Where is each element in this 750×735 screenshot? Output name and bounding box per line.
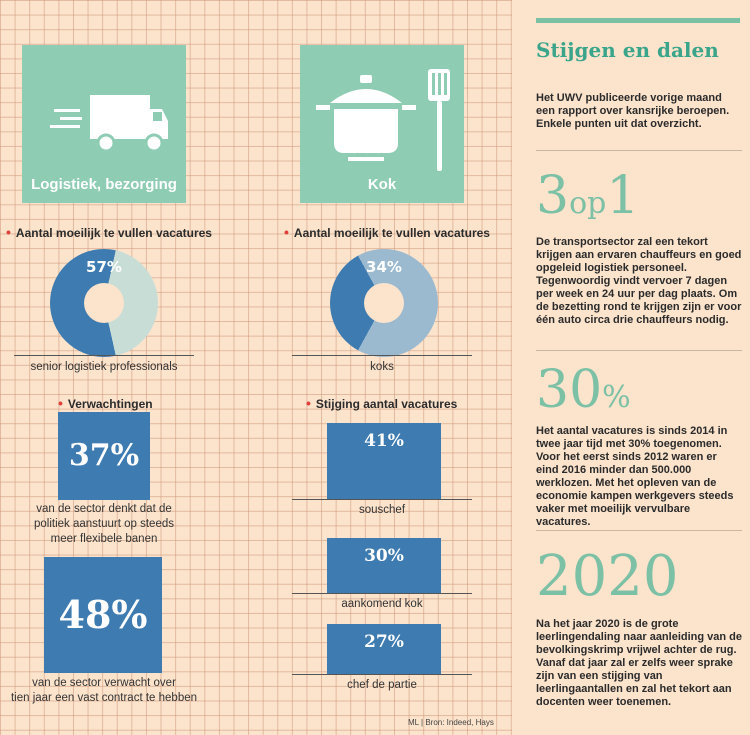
sidebar-accent-bar <box>536 18 740 23</box>
logistics-donut-caption: senior logistiek professionals <box>30 361 178 373</box>
cooking-pot-icon <box>316 69 450 171</box>
stat-37-caption: van de sector denkt dat de politiek aans… <box>33 503 174 545</box>
fact-3-op-1: 3op1 <box>536 166 640 226</box>
cook-tile: Kok <box>300 45 464 203</box>
left-donut-heading: • Aantal moeilijk te vullen vacatures <box>6 224 212 240</box>
bar-aankomend-kok-label: aankomend kok <box>341 598 423 610</box>
divider <box>292 674 472 675</box>
cook-donut-chart: 34% <box>330 249 438 357</box>
divider <box>292 355 472 356</box>
bar-aankomend-kok-value: 30% <box>364 546 404 566</box>
bar-souschef: 41% <box>327 423 441 499</box>
middle-donut-heading: • Aantal moeilijk te vullen vacatures <box>284 224 490 240</box>
rise-heading: • Stijging aantal vacatures <box>306 395 458 411</box>
fact-2020: 2020 <box>536 544 679 609</box>
cook-donut-caption: koks <box>370 361 394 373</box>
stat-37-box: 37% <box>58 412 150 500</box>
stat-48-box: 48% <box>44 557 162 673</box>
cook-donut-percentage: 34% <box>366 258 402 276</box>
divider <box>536 350 742 351</box>
bullet-icon: • <box>306 395 311 411</box>
fact-30-percent: 30% <box>536 360 631 420</box>
bar-souschef-value: 41% <box>364 431 404 451</box>
fact-30-percent-text: Het aantal vacatures is sinds 2014 in tw… <box>536 425 734 528</box>
bar-aankomend-kok: 30% <box>327 538 441 593</box>
divider <box>536 530 742 531</box>
truck-icon <box>50 95 168 153</box>
fact-3-op-1-text: De transportsector zal een tekort krijge… <box>536 236 742 326</box>
divider <box>292 499 472 500</box>
bar-souschef-label: souschef <box>358 504 406 516</box>
bar-chef-de-partie-value: 27% <box>364 632 404 652</box>
bar-chef-de-partie: 27% <box>327 624 441 674</box>
divider <box>292 593 472 594</box>
bar-chef-de-partie-label: chef de partie <box>347 679 417 691</box>
sidebar-intro: Het UWV publiceerde vorige maand een rap… <box>536 92 730 130</box>
bullet-icon: • <box>6 224 11 240</box>
logistics-tile: Logistiek, bezorging <box>22 45 186 203</box>
donut-hole <box>364 283 404 323</box>
sidebar-title: Stijgen en dalen <box>536 38 719 62</box>
donut-hole <box>84 283 124 323</box>
divider <box>14 355 194 356</box>
expectations-heading: • Verwachtingen <box>58 395 153 411</box>
bullet-icon: • <box>284 224 289 240</box>
logistics-donut-percentage: 57% <box>86 258 122 276</box>
bullet-icon: • <box>58 395 63 411</box>
fact-2020-text: Na het jaar 2020 is de grote leerlingend… <box>536 618 742 708</box>
stat-48-caption: van de sector verwacht over tien jaar ee… <box>10 677 198 704</box>
divider <box>536 150 742 151</box>
source-note: ML | Bron: Indeed, Hays <box>408 718 494 727</box>
logistics-donut-chart: 57% <box>50 249 158 357</box>
cook-tile-label: Kok <box>367 176 397 193</box>
logistics-tile-label: Logistiek, bezorging <box>31 176 177 193</box>
